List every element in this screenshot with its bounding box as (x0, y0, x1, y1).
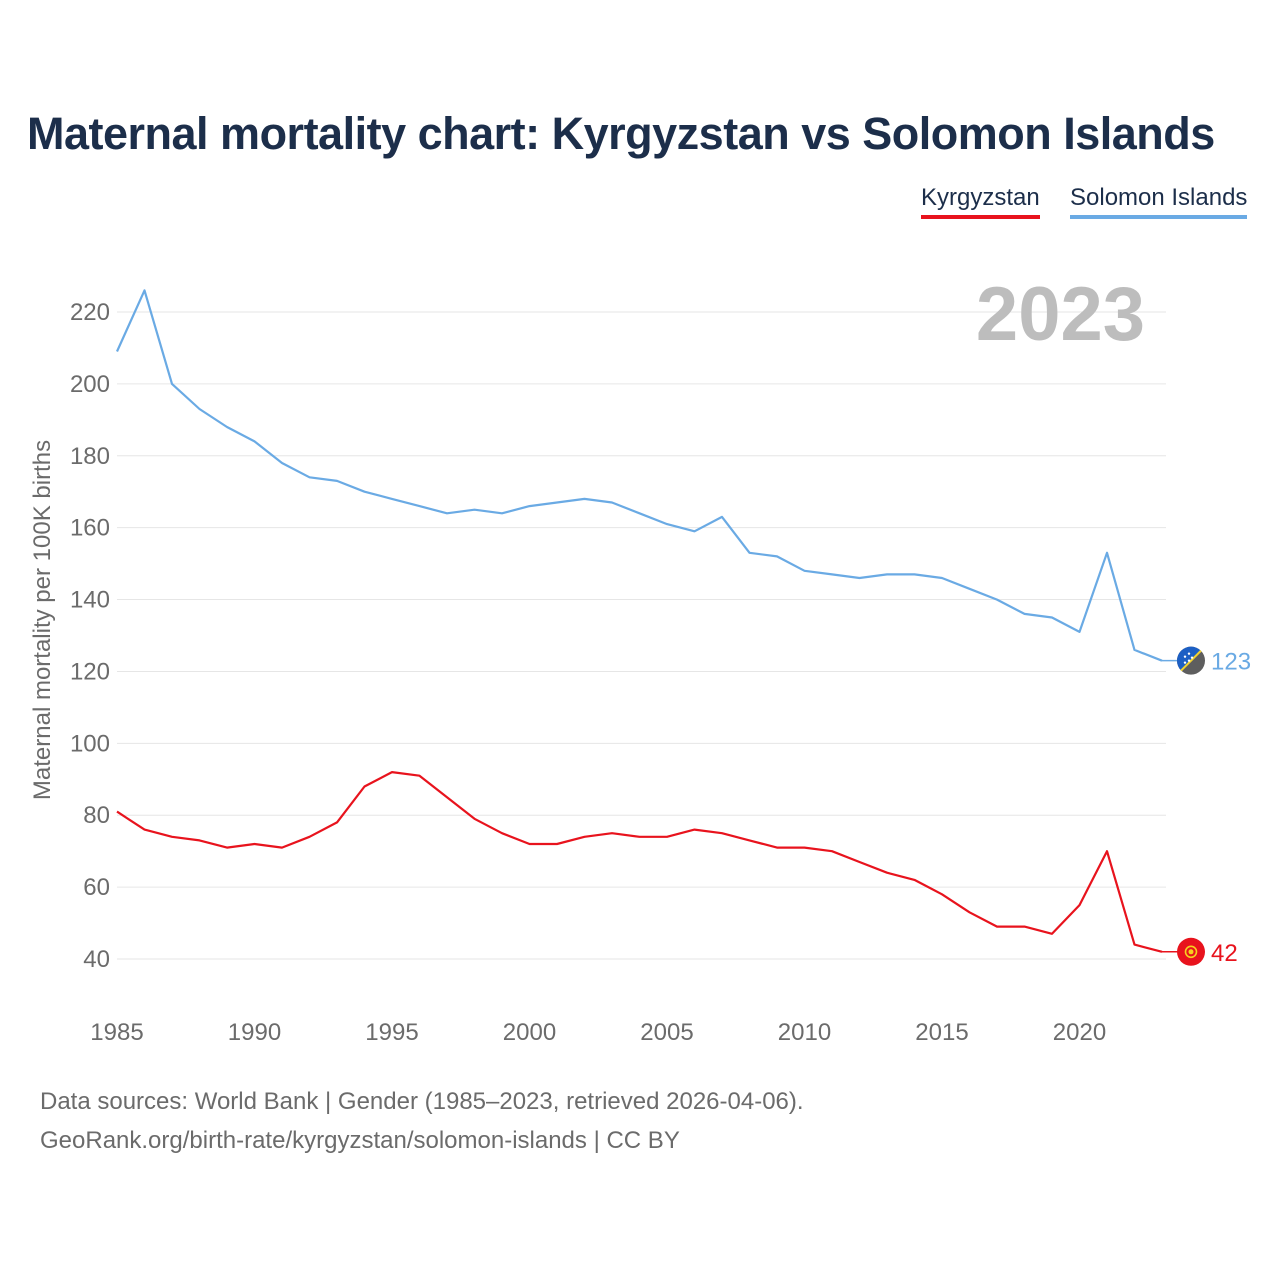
flag-marker-solomon (1177, 646, 1205, 675)
y-tick-label: 80 (83, 802, 110, 829)
x-tick-label: 1985 (90, 1019, 143, 1046)
x-tick-label: 2020 (1053, 1019, 1106, 1046)
legend-solomon-islands[interactable]: Solomon Islands (1070, 184, 1248, 219)
series-line-solomon (115, 289, 1163, 662)
y-axis-ticks: 40 60 80 100 120 140 160 180 200 220 (70, 299, 110, 973)
y-tick-label: 220 (70, 299, 110, 326)
source-line-2: GeoRank.org/birth-rate/kyrgyzstan/solomo… (40, 1127, 680, 1154)
y-tick-label: 160 (70, 515, 110, 542)
x-axis-ticks: 1985 1990 1995 2000 2005 2010 2015 2020 (90, 1019, 1106, 1046)
y-tick-label: 100 (70, 730, 110, 757)
series-line-kyrgyzstan (116, 770, 1163, 953)
end-value-label-kyrgyzstan: 42 (1211, 940, 1238, 967)
legend-kyrgyzstan[interactable]: Kyrgyzstan (921, 184, 1040, 219)
year-label: 2023 (976, 272, 1145, 357)
y-tick-label: 120 (70, 658, 110, 685)
y-tick-label: 40 (83, 946, 110, 973)
x-tick-label: 2015 (915, 1019, 968, 1046)
flag-marker-kyrgyzstan (1177, 937, 1205, 966)
chart-title: Maternal mortality chart: Kyrgyzstan vs … (27, 108, 1215, 159)
end-markers: 123 42 (1162, 646, 1251, 967)
y-tick-label: 180 (70, 443, 110, 470)
x-tick-label: 2000 (503, 1019, 556, 1046)
y-tick-label: 60 (83, 874, 110, 901)
x-tick-label: 2010 (778, 1019, 831, 1046)
source-line-1: Data sources: World Bank | Gender (1985–… (40, 1088, 804, 1115)
series-layer (115, 289, 1163, 953)
end-value-label-solomon: 123 (1211, 649, 1251, 676)
x-tick-label: 1995 (365, 1019, 418, 1046)
y-axis-label: Maternal mortality per 100K births (29, 440, 56, 800)
y-tick-label: 140 (70, 587, 110, 614)
x-tick-label: 1990 (228, 1019, 281, 1046)
gridlines (117, 311, 1166, 960)
y-tick-label: 200 (70, 371, 110, 398)
x-tick-label: 2005 (640, 1019, 693, 1046)
